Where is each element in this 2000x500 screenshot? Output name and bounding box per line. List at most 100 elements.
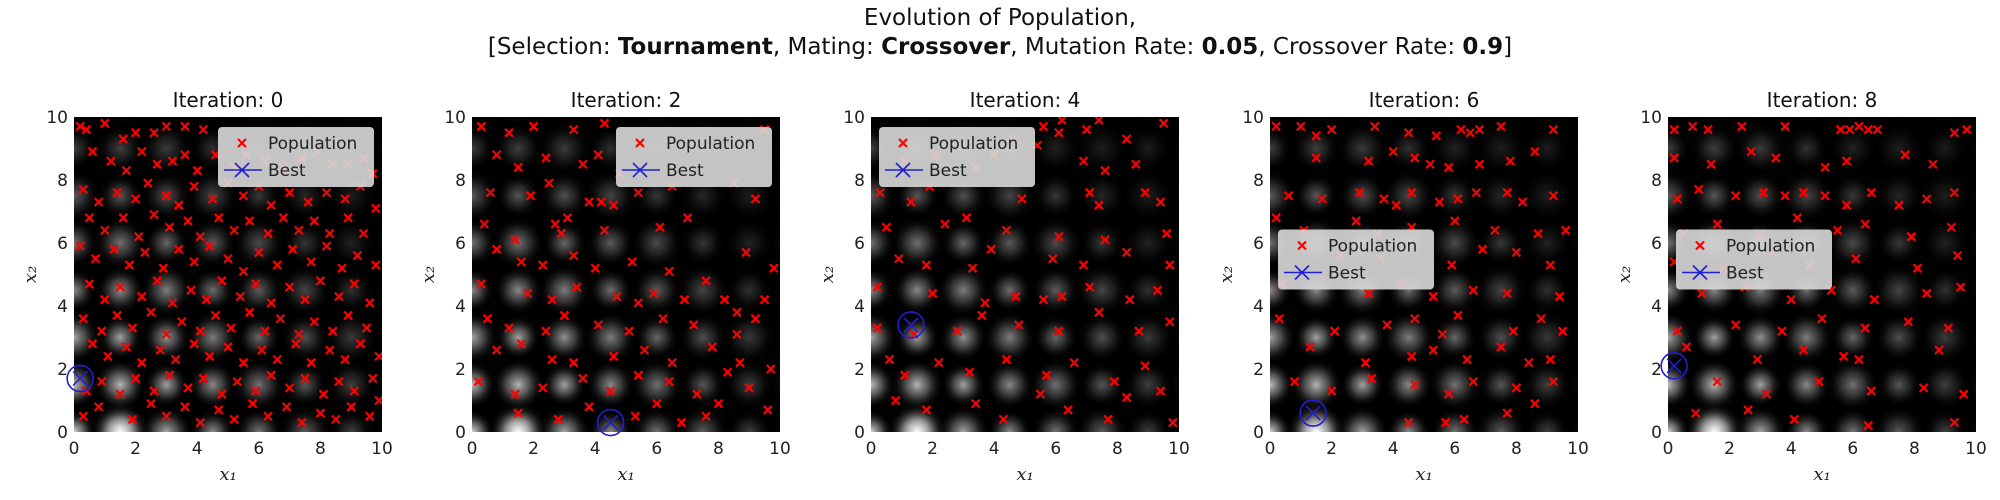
landscape-peak [494, 124, 543, 173]
landscape-peak [1173, 117, 1179, 123]
landscape-peak [1745, 117, 1776, 124]
population-point [1502, 187, 1512, 198]
y-tick-label: 0 [854, 423, 865, 443]
x-tick-label: 6 [1050, 439, 1061, 459]
landscape-peak [1569, 413, 1578, 432]
landscape-peak [1567, 222, 1578, 264]
landscape-peak [1122, 311, 1175, 364]
population-point [1894, 200, 1904, 210]
population-point [1921, 288, 1932, 299]
landscape-peak [1736, 313, 1785, 362]
landscape-peak [1782, 360, 1831, 409]
landscape-peak [1295, 117, 1337, 128]
landscape-peak [1386, 126, 1431, 171]
landscape-peak [1521, 311, 1574, 364]
landscape-peak [887, 402, 948, 432]
population-point [226, 323, 236, 333]
population-point [707, 342, 718, 352]
population-point [1403, 417, 1414, 428]
population-point [1351, 216, 1362, 226]
population-point [664, 376, 674, 387]
x-tick-label: 10 [371, 439, 393, 459]
landscape-peak [727, 410, 772, 432]
legend-label-population: Population [1726, 237, 1815, 257]
landscape-peak [1692, 173, 1737, 218]
population-point [1017, 194, 1027, 204]
population-point [1730, 320, 1741, 330]
population-point [1536, 313, 1546, 324]
population-point [719, 294, 730, 305]
population-point [84, 213, 95, 223]
landscape-peak [1569, 130, 1578, 167]
landscape-peak [496, 315, 541, 360]
landscape-peak [1172, 321, 1179, 354]
population-point [100, 225, 110, 236]
population-point [1140, 361, 1150, 371]
population-point [213, 405, 224, 415]
population-point [96, 376, 107, 387]
population-point [491, 150, 502, 160]
landscape-peak [985, 219, 1034, 267]
landscape-peak [281, 313, 329, 362]
x-axis-label: x₁ [1415, 464, 1432, 485]
landscape-peak [586, 219, 635, 267]
population-point [1780, 190, 1790, 201]
population-point [321, 241, 332, 251]
x-tick-label: 0 [866, 439, 877, 459]
population-point [100, 294, 110, 305]
population-point [952, 326, 963, 336]
landscape-peak [1826, 217, 1879, 269]
population-point [559, 310, 570, 321]
y-tick-label: 6 [57, 234, 68, 254]
population-point [164, 370, 175, 381]
population-point [1928, 159, 1938, 170]
landscape-peak [1668, 311, 1694, 364]
landscape-peak [584, 311, 637, 364]
population-point [266, 370, 276, 381]
population-point [1949, 187, 1960, 198]
population-point [1471, 187, 1482, 198]
legend-best-marker [1294, 264, 1310, 281]
population-point [1477, 244, 1488, 255]
x-tick-label: 0 [467, 439, 478, 459]
population-point [352, 250, 363, 261]
population-point [1094, 117, 1104, 125]
population-point [130, 194, 141, 204]
population-point [173, 200, 184, 210]
population-point [584, 402, 594, 412]
population-point [164, 222, 175, 233]
chart-panel-2: Iteration: 4 0 2 4 6 8 10 0 2 4 6 8 10 x₁ x₂ Population… [817, 88, 1190, 485]
landscape-peak [1828, 408, 1877, 432]
population-point [84, 279, 95, 289]
x-axis-label: x₁ [1016, 464, 1033, 485]
population-point [315, 408, 326, 418]
population-point [608, 351, 619, 362]
y-tick-label: 0 [57, 423, 68, 443]
population-point [115, 282, 125, 292]
population-point [1164, 260, 1175, 270]
title-text: , Mating: [772, 34, 882, 60]
population-point [1854, 354, 1864, 365]
landscape-peak [1078, 171, 1126, 220]
population-point [1168, 417, 1178, 428]
population-point [652, 398, 662, 409]
landscape-peak [327, 360, 376, 409]
landscape-peak [1873, 264, 1925, 317]
landscape-peak [773, 321, 780, 354]
population-point [263, 411, 273, 422]
population-point [229, 225, 239, 236]
population-point [1545, 260, 1556, 270]
population-point [180, 121, 190, 132]
population-point [1869, 294, 1880, 305]
population-point [195, 417, 206, 428]
population-point [229, 414, 239, 425]
population-point [87, 339, 98, 349]
population-point [596, 197, 607, 207]
population-point [473, 376, 483, 387]
y-tick-label: 6 [455, 234, 466, 254]
population-point [1517, 197, 1528, 207]
population-point [1496, 342, 1506, 352]
population-point [96, 326, 107, 336]
landscape-peak [542, 221, 587, 265]
population-point [1081, 124, 1092, 135]
